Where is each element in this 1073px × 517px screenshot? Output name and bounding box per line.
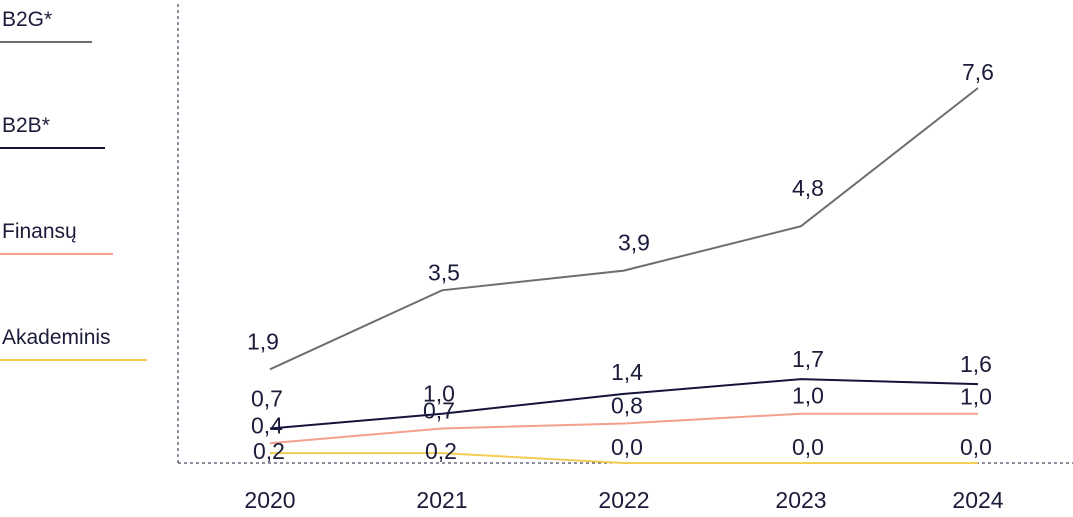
legend-label: B2G*: [2, 8, 52, 31]
legend-label: B2B*: [2, 114, 50, 137]
x-tick-label: 2022: [598, 487, 649, 513]
data-label: 0,2: [253, 438, 285, 464]
data-labels: 1,93,53,94,87,60,7 1,01,4 1,7 1,60,40,7 0,8 1…: [247, 59, 994, 464]
data-label: 3,5: [428, 259, 460, 285]
x-tick-label: 2020: [244, 487, 295, 513]
legend-label: Akademinis: [2, 326, 111, 349]
data-label: 0,4: [251, 412, 283, 438]
data-label: 1,0: [423, 381, 455, 407]
data-label: 4,8: [792, 175, 824, 201]
x-tick-label: 2024: [952, 487, 1003, 513]
data-label: 1,4: [611, 359, 643, 385]
series-lines: [269, 87, 979, 464]
data-label: 0,2: [425, 438, 457, 464]
x-axis-ticks: 2020 2021 2022 2023 2024: [244, 487, 1003, 513]
series-line: [269, 412, 978, 445]
data-label: 1,0: [960, 384, 992, 410]
data-label: 0,0: [960, 434, 992, 460]
data-label: 3,9: [618, 230, 650, 256]
data-label: 0,0: [611, 434, 643, 460]
data-label: 0,7: [251, 385, 283, 411]
legend: B2G* B2B* Finansų Akademinis: [0, 8, 147, 361]
data-label: 1,7: [792, 346, 824, 372]
data-label: 1,9: [247, 328, 279, 354]
data-label: 0,0: [792, 434, 824, 460]
x-tick-label: 2021: [416, 487, 467, 513]
series-line: [269, 378, 979, 430]
legend-label: Finansų: [2, 220, 77, 243]
data-label: 0,8: [611, 393, 643, 419]
series-line: [269, 87, 979, 371]
data-label: 7,6: [962, 59, 994, 85]
data-label: 0,7: [423, 397, 455, 423]
series-line: [270, 452, 978, 464]
data-label: 1,0: [792, 383, 824, 409]
data-label: 1,6: [960, 351, 992, 377]
x-tick-label: 2023: [775, 487, 826, 513]
